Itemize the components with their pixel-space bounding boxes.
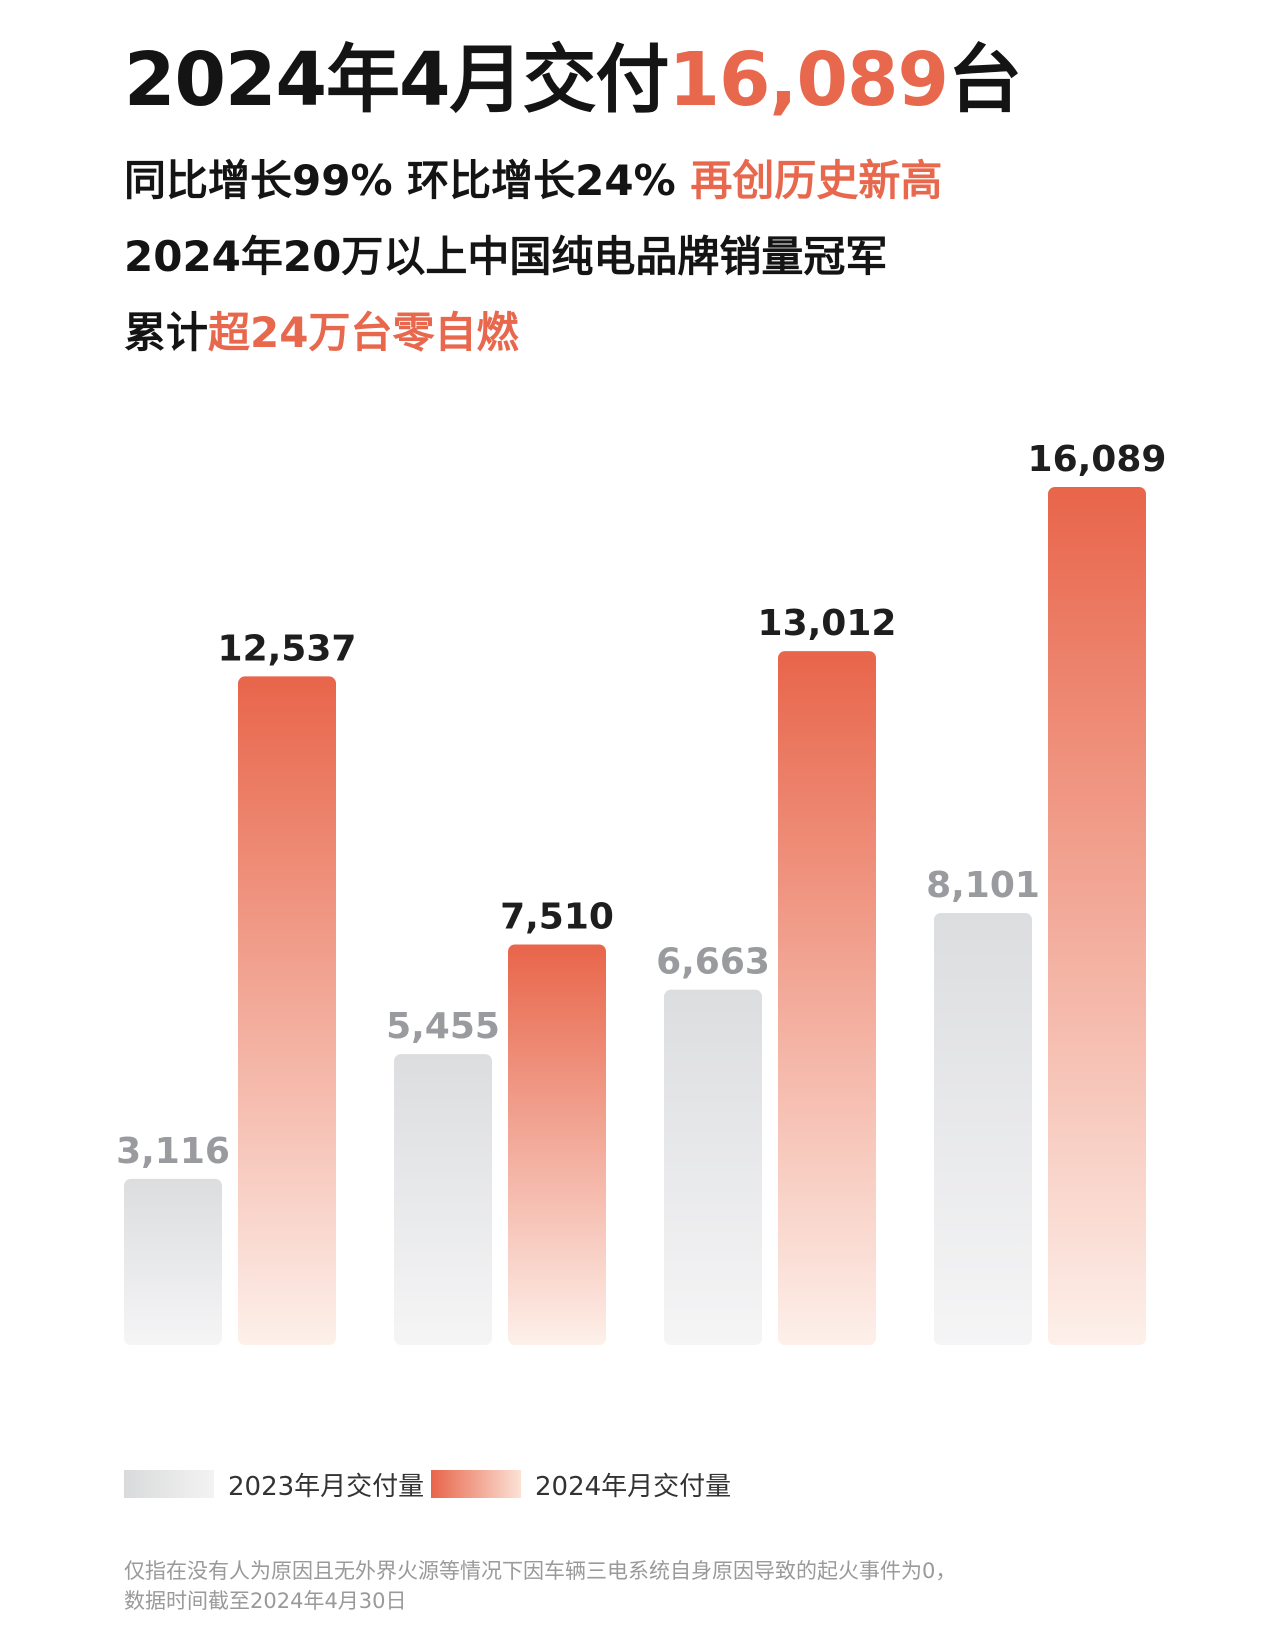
- safety-highlight: 超24万台零自燃: [208, 308, 519, 357]
- legend-2023: 2023年月交付量: [124, 1468, 425, 1502]
- champion-subheading: 2024年20万以上中国纯电品牌销量冠军: [124, 232, 887, 282]
- bar-2024-1: [238, 676, 336, 1345]
- safety-subheading: 累计超24万台零自燃: [124, 308, 518, 358]
- headline: 2024年4月交付16,089台: [124, 37, 1022, 123]
- data-label-2023-3: 6,663: [656, 942, 770, 983]
- legend-2024: 2024年月交付量: [431, 1468, 732, 1502]
- data-label-2024-2: 7,510: [500, 897, 614, 938]
- legend-swatch-2024: [431, 1470, 521, 1498]
- record-highlight: 再创历史新高: [690, 156, 943, 205]
- data-label-2024-3: 13,012: [758, 603, 897, 644]
- bar-2023-4: [934, 912, 1032, 1345]
- bar-2024-3: [778, 651, 876, 1345]
- bar-2023-1: [124, 1178, 222, 1345]
- data-label-2024-4: 16,089: [1028, 439, 1167, 480]
- safety-text: 累计: [124, 308, 209, 357]
- bar-2023-3: [664, 989, 762, 1345]
- growth-subheading: 同比增长99% 环比增长24% 再创历史新高: [124, 156, 942, 206]
- bar-2024-4: [1048, 487, 1146, 1345]
- champion-text: 2024年20万以上中国纯电品牌销量冠军: [124, 232, 888, 281]
- data-label-2023-4: 8,101: [926, 865, 1040, 906]
- bar-2024-2: [508, 944, 606, 1345]
- footnote-line-1: 仅指在没有人为原因且无外界火源等情况下因车辆三电系统自身原因导致的起火事件为0，: [124, 1559, 957, 1583]
- delivery-bar-chart: 3,11612,5371月5,4557,5102月6,66313,0123月8,…: [116, 439, 1167, 1345]
- data-label-2023-2: 5,455: [386, 1006, 500, 1047]
- footnote: 仅指在没有人为原因且无外界火源等情况下因车辆三电系统自身原因导致的起火事件为0，…: [124, 1556, 956, 1616]
- footnote-line-2: 数据时间截至2024年4月30日: [124, 1589, 407, 1613]
- bar-2023-2: [394, 1054, 492, 1345]
- legend-label-2024: 2024年月交付量: [535, 1471, 732, 1502]
- growth-text: 同比增长99% 环比增长24%: [124, 156, 691, 205]
- headline-prefix: 2024年4月交付: [124, 37, 669, 123]
- legend-swatch-2023: [124, 1470, 214, 1498]
- data-label-2024-1: 12,537: [218, 628, 357, 669]
- data-label-2023-1: 3,116: [116, 1131, 230, 1172]
- headline-number: 16,089: [668, 37, 949, 123]
- legend-label-2023: 2023年月交付量: [228, 1471, 425, 1502]
- headline-suffix: 台: [948, 37, 1022, 123]
